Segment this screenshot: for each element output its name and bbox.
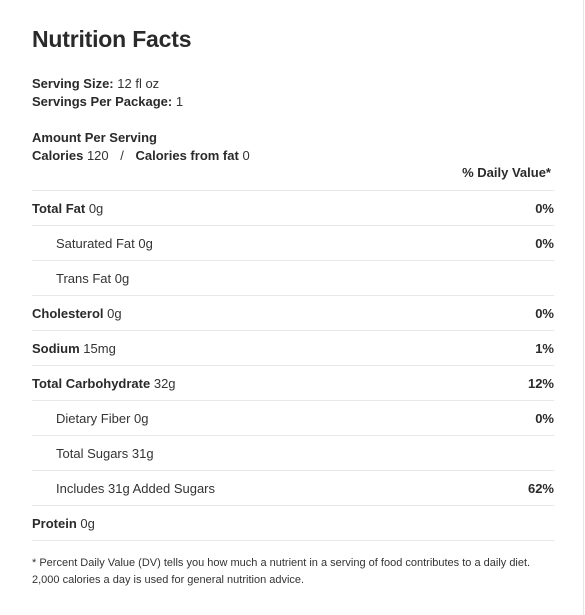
nutrient-label: Total Sugars xyxy=(56,445,129,461)
nutrient-label: Saturated Fat xyxy=(56,235,135,251)
nutrient-label: Trans Fat xyxy=(56,270,112,286)
calories-value: 120 xyxy=(86,148,109,163)
nutrient-percent: 0% xyxy=(535,200,554,216)
calories-separator: / xyxy=(120,148,124,163)
page-title: Nutrition Facts xyxy=(32,26,192,52)
footnote-line-2: 2,000 calories a day is used for general… xyxy=(32,574,305,586)
nutrient-row-trans-fat: Trans Fat 0g xyxy=(32,261,554,296)
servings-per-package: Servings Per Package: 1 xyxy=(32,94,183,109)
nutrient-row-protein: Protein 0g xyxy=(32,506,554,541)
amount-per-serving-heading: Amount Per Serving xyxy=(32,130,157,145)
calories-from-fat-value: 0 xyxy=(242,148,250,163)
nutrient-amount: 0g xyxy=(107,305,122,321)
nutrient-row-dietary-fiber: Dietary Fiber 0g 0% xyxy=(32,401,554,436)
nutrient-label: Cholesterol xyxy=(32,305,104,321)
nutrient-row-total-fat: Total Fat 0g 0% xyxy=(32,191,554,226)
nutrient-percent: 62% xyxy=(527,480,554,496)
calories-from-fat-label: Calories from fat xyxy=(135,148,239,163)
nutrient-row-total-carbohydrate: Total Carbohydrate 32g 12% xyxy=(32,366,554,401)
nutrient-amount: 0g xyxy=(114,270,130,286)
nutrient-label: Includes 31g Added Sugars xyxy=(56,480,216,496)
nutrient-row-sodium: Sodium 15mg 1% xyxy=(32,331,554,366)
servings-per-package-label: Servings Per Package: xyxy=(32,94,173,109)
nutrient-percent: 1% xyxy=(535,340,554,356)
serving-size-label: Serving Size: xyxy=(32,76,114,91)
nutrient-percent: 0% xyxy=(535,235,554,251)
calories-label: Calories xyxy=(32,148,84,163)
nutrient-table: Total Fat 0g 0% Saturated Fat 0g 0% Tran… xyxy=(32,190,554,541)
nutrient-label: Total Carbohydrate xyxy=(32,375,151,391)
calories-line: Calories 120 / Calories from fat 0 xyxy=(32,148,250,163)
daily-value-footnote: * Percent Daily Value (DV) tells you how… xyxy=(32,555,552,589)
nutrient-label: Protein xyxy=(32,515,77,531)
nutrient-row-saturated-fat: Saturated Fat 0g 0% xyxy=(32,226,554,261)
nutrient-percent: 12% xyxy=(527,375,554,391)
nutrient-percent: 0% xyxy=(535,410,554,426)
nutrient-label: Sodium xyxy=(32,340,80,356)
nutrient-label: Total Fat xyxy=(32,200,86,216)
daily-value-header: % Daily Value* xyxy=(462,165,551,180)
nutrient-amount: 0g xyxy=(138,235,153,251)
nutrient-row-added-sugars: Includes 31g Added Sugars 62% xyxy=(32,471,554,506)
nutrient-amount: 0g xyxy=(134,410,149,426)
nutrient-amount: 0g xyxy=(80,515,95,531)
nutrient-amount: 0g xyxy=(88,200,104,216)
serving-size: Serving Size: 12 fl oz xyxy=(32,76,159,91)
serving-size-value: 12 fl oz xyxy=(117,76,160,91)
nutrient-label: Dietary Fiber xyxy=(56,410,131,426)
nutrient-amount: 31g xyxy=(131,445,154,461)
footnote-line-1: * Percent Daily Value (DV) tells you how… xyxy=(32,557,531,569)
nutrient-amount: 15mg xyxy=(83,340,116,356)
servings-per-package-value: 1 xyxy=(175,94,184,109)
amount-per-serving-label: Amount Per Serving xyxy=(32,130,157,145)
nutrient-amount: 32g xyxy=(153,375,176,391)
nutrient-row-cholesterol: Cholesterol 0g 0% xyxy=(32,296,554,331)
nutrient-row-total-sugars: Total Sugars 31g xyxy=(32,436,554,471)
nutrient-percent: 0% xyxy=(535,305,554,321)
